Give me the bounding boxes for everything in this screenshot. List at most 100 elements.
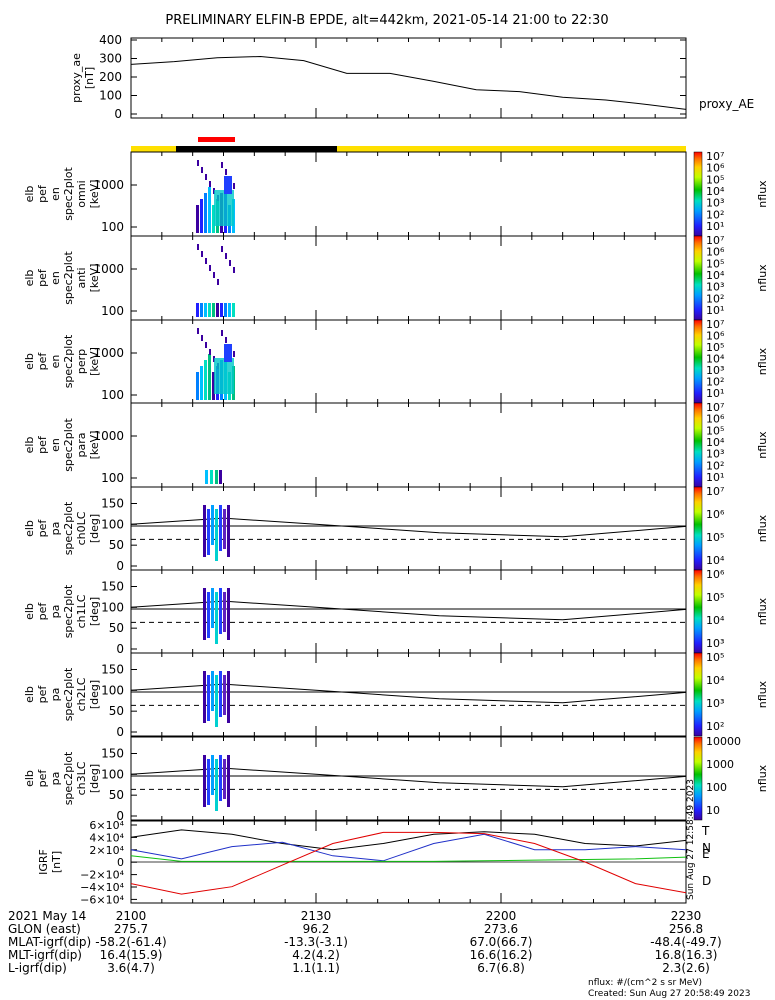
- pitch-angle-cb-tick: 10⁵: [706, 531, 724, 544]
- spectrogram-cell: [233, 351, 235, 357]
- pitch-angle-cb-tick: 10⁵: [706, 591, 724, 604]
- pitch-angle-frame: [130, 486, 687, 571]
- pitch-angle-ytick-label: 150: [101, 663, 124, 677]
- pitch-angle-cell: [227, 505, 230, 557]
- spectrogram-cell: [196, 372, 199, 400]
- pitch-angle-colorbar: [693, 486, 703, 571]
- pitch-angle-cb-tick: 10⁵: [706, 651, 724, 664]
- spectrogram-cell: [221, 330, 223, 336]
- spectrogram-ylabel-line: en: [49, 271, 62, 285]
- spectrogram-cell: [233, 183, 235, 189]
- spectrogram-cell: [201, 167, 203, 173]
- igrf-ylabel-line: [nT]: [50, 851, 63, 873]
- pitch-angle-panel-2: 150 100 50 0 elb pef pa spec2plot ch2LC [deg] 10⁵ 1…: [23, 651, 769, 739]
- spectrogram-cb-tick: 10¹: [706, 471, 724, 484]
- pitch-angle-ylabel-line: [deg]: [88, 680, 101, 709]
- pitch-angle-cb-tick: 10000: [706, 735, 741, 748]
- pitch-angle-cell: [215, 592, 218, 644]
- spectrogram-cell: [200, 199, 203, 233]
- spectrogram-ylabel-line: spec2plot: [62, 334, 75, 388]
- spectrogram-ytick-label: 100: [101, 388, 124, 402]
- spectrogram-cb-tick: 10⁴: [706, 353, 725, 366]
- spectrogram-ytick-label: 100: [101, 304, 124, 318]
- xaxis-row-value: 2100: [116, 909, 147, 923]
- pitch-angle-panel-0: 150 100 50 0 elb pef pa spec2plot ch0LC [deg] 10⁷ 1…: [23, 485, 769, 573]
- xaxis-row-value: 67.0(66.7): [470, 935, 533, 949]
- spectrogram-ylabel-line: elb: [23, 270, 36, 287]
- spectrogram-cb-tick: 10²: [706, 292, 724, 305]
- pitch-angle-ylabel-line: spec2plot: [62, 501, 75, 555]
- spectrogram-cb-tick: 10⁴: [706, 185, 725, 198]
- pitch-angle-cb-tick: 10⁴: [706, 554, 725, 567]
- pitch-angle-ylabel-line: spec2plot: [62, 584, 75, 638]
- pitch-angle-ytick-label: 0: [116, 809, 124, 823]
- pitch-angle-cell: [215, 509, 218, 561]
- spectrogram-cb-tick: 10²: [706, 208, 724, 221]
- pitch-angle-cell: [207, 675, 210, 721]
- spectrogram-cell: [208, 187, 211, 233]
- pitch-angle-cb-tick: 10⁶: [706, 568, 725, 581]
- proxy-ae-frame: [130, 37, 687, 119]
- pitch-angle-ylabel-line: [deg]: [88, 764, 101, 793]
- pitch-angle-data: [203, 588, 230, 644]
- xaxis-row-value: 2230: [671, 909, 702, 923]
- spectrogram-cb-tick: 10³: [706, 448, 724, 461]
- spectrogram-ylabel-line: elb: [23, 437, 36, 454]
- pitch-angle-cb-title: nflux: [756, 764, 769, 792]
- pitch-angle-cell: [223, 759, 226, 799]
- spectrogram-cell: [228, 303, 231, 317]
- pitch-angle-ylabel-line: pef: [36, 769, 49, 788]
- spectrogram-frame: [130, 402, 687, 488]
- spectrogram-cell: [232, 303, 235, 317]
- proxy-ylabel-line: proxy_ae: [70, 53, 83, 103]
- spectrogram-ylabel-line: pef: [36, 184, 49, 203]
- pitch-angle-colorbar: [693, 652, 703, 737]
- spectrogram-cell: [201, 335, 203, 341]
- pitch-angle-ytick-label: 50: [109, 538, 124, 552]
- figure-title: PRELIMINARY ELFIN-B EPDE, alt=442km, 202…: [165, 13, 608, 28]
- spectrogram-ylabel-line: en: [49, 187, 62, 201]
- state-bar-red: [198, 137, 235, 142]
- xaxis-row-value: -48.4(-49.7): [650, 935, 721, 949]
- xaxis-row-label: GLON (east): [8, 922, 81, 936]
- spectrogram-cb-tick: 10⁴: [706, 269, 725, 282]
- spectrogram-cell: [224, 176, 232, 194]
- pitch-angle-ylabel-line: ch3LC: [75, 761, 88, 795]
- pitch-angle-cell: [207, 592, 210, 638]
- spectrogram-cell: [229, 260, 231, 266]
- pitch-angle-ylabel-line: spec2plot: [62, 667, 75, 721]
- spectrogram-cell: [196, 205, 199, 233]
- spectrogram-ylabel-line: [keV]: [88, 347, 101, 376]
- pitch-angle-ylabel-line: ch1LC: [75, 594, 88, 628]
- pitch-angle-ylabel-line: ch0LC: [75, 511, 88, 545]
- pitch-angle-ylabel-line: pa: [49, 772, 62, 786]
- pitch-angle-cb-title: nflux: [756, 597, 769, 625]
- spectrogram-cb-tick: 10⁵: [706, 424, 724, 437]
- spectrogram-ylabel-line: perp: [75, 349, 88, 374]
- spectrogram-cell: [221, 162, 223, 168]
- pitch-angle-cb-tick: 10: [706, 804, 720, 817]
- spectrogram-cell: [216, 303, 219, 317]
- spectrogram-cell: [225, 253, 227, 259]
- pitch-angle-ytick-label: 100: [101, 517, 124, 531]
- pitch-angle-cell: [211, 588, 214, 628]
- state-bar: [131, 137, 686, 152]
- xaxis-row-value: 16.4(15.9): [100, 948, 163, 962]
- spectrogram-cb-tick: 10¹: [706, 220, 724, 233]
- proxy-ytick-label: 0: [114, 107, 122, 121]
- spectrogram-cell: [200, 366, 203, 400]
- pitch-angle-ylabel-line: elb: [23, 603, 36, 620]
- pitch-angle-colorbar: [693, 736, 703, 821]
- spectrogram-cell: [205, 470, 208, 484]
- state-bar-black: [176, 146, 337, 152]
- pitch-angle-cell: [227, 588, 230, 640]
- spectrogram-cb-tick: 10⁶: [706, 413, 725, 426]
- spectrogram-cb-tick: 10⁷: [706, 234, 724, 247]
- igrf-series-E: [130, 855, 687, 862]
- xaxis-row-label: L-igrf(dip): [8, 961, 67, 975]
- spectrogram-ylabel-line: pef: [36, 435, 49, 454]
- spectrogram-cell: [212, 303, 215, 317]
- pitch-angle-ytick-label: 0: [116, 559, 124, 573]
- pitch-angle-cell: [219, 755, 222, 801]
